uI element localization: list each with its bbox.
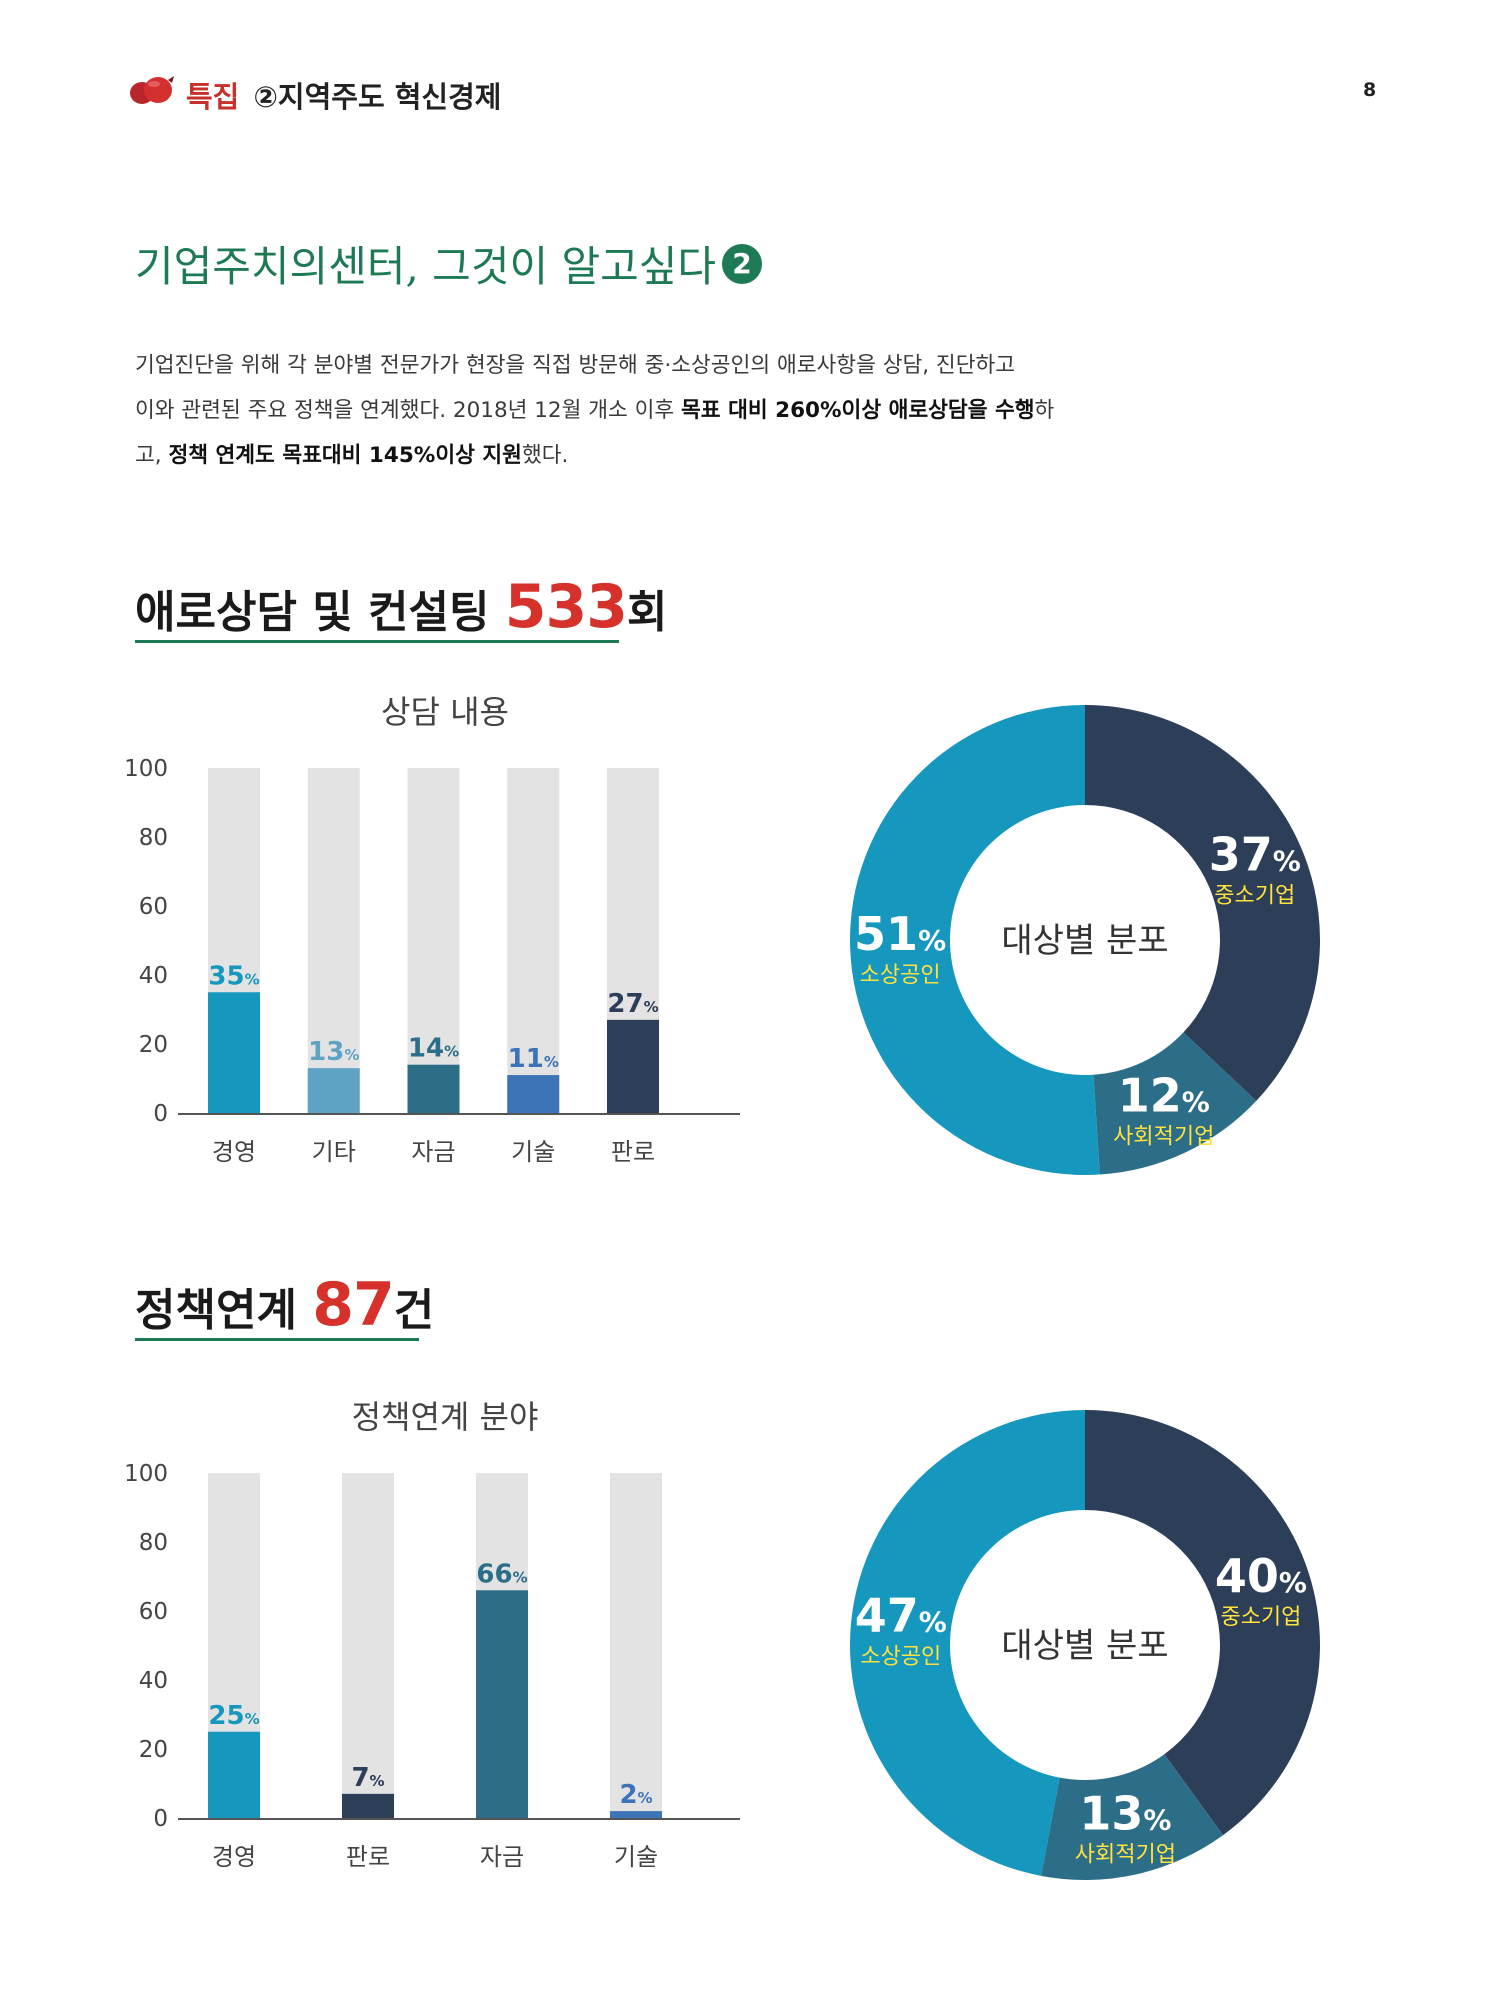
headline-suffix: 건 — [393, 1285, 435, 1336]
x-tick-label: 경영 — [212, 1138, 256, 1166]
bar — [476, 1590, 528, 1818]
bar-value-label: 27% — [607, 989, 658, 1019]
y-tick-label: 20 — [139, 1737, 168, 1763]
bar-track — [307, 768, 360, 1113]
intro-line-2: 이와 관련된 주요 정책을 연계했다. 2018년 12월 개소 이후 목표 대… — [135, 388, 1135, 433]
y-tick-label: 60 — [139, 894, 168, 920]
y-tick-label: 0 — [153, 1806, 168, 1832]
bar — [208, 1731, 260, 1818]
donut-slice-label: 소상공인 — [860, 1645, 941, 1670]
intro-paragraph: 기업진단을 위해 각 분야별 전문가가 현장을 직접 방문해 중·소상공인의 애… — [135, 343, 1135, 478]
headline-prefix: 정책연계 — [135, 1285, 313, 1336]
bar — [208, 992, 260, 1113]
bar — [307, 1068, 360, 1113]
bar-value-label: 66% — [476, 1559, 527, 1589]
headline-number: 533 — [504, 572, 628, 642]
donut-slice — [850, 1410, 1085, 1876]
headline-underline — [135, 1338, 419, 1341]
bar-value-label: 14% — [408, 1034, 459, 1064]
bar-value-label: 13% — [308, 1037, 359, 1067]
intro-emphasis: 목표 대비 260%이상 애로상담을 수행 — [681, 398, 1035, 423]
y-tick-label: 60 — [139, 1599, 168, 1625]
consulting-bar-chart: 상담 내용 0 20 40 60 80 100 35% 경영 13% 기타 14% 자금 11% 기술 27%… — [124, 693, 740, 1166]
bar-track — [407, 768, 460, 1113]
y-tick-label: 80 — [139, 1530, 168, 1556]
intro-line-1: 기업진단을 위해 각 분야별 전문가가 현장을 직접 방문해 중·소상공인의 애… — [135, 353, 1016, 378]
intro-line-3: 고, 정책 연계도 목표대비 145%이상 지원했다. — [135, 433, 1135, 478]
header-subtitle: ②지역주도 혁신경제 — [253, 80, 502, 114]
bar — [610, 1811, 662, 1818]
section-number-badge: 2 — [722, 243, 763, 284]
policy-bar-chart: 정책연계 분야 0 20 40 60 80 100 25% 경영 7% 판로 66% 자금 2% 기술 — [124, 1398, 740, 1871]
headline-number: 87 — [312, 1270, 394, 1340]
donut-slice-value: 40% — [1215, 1549, 1307, 1603]
header-title: 특집 ②지역주도 혁신경제 — [186, 74, 501, 116]
intro-emphasis: 정책 연계도 목표대비 145%이상 지원 — [168, 443, 522, 468]
policy-target-donut-chart: 40%중소기업 13%사회적기업 47%소상공인 대상별 분포 — [850, 1410, 1320, 1880]
section-title: 기업주치의센터, 그것이 알고싶다 2 — [135, 233, 763, 294]
bar-value-label: 7% — [351, 1763, 384, 1793]
headline-prefix: 애로상담 및 컨설팅 — [135, 587, 505, 638]
intro-text: 했다. — [521, 443, 569, 468]
x-tick-label: 자금 — [480, 1843, 524, 1871]
page-number: 8 — [1363, 79, 1377, 101]
x-tick-label: 자금 — [411, 1138, 455, 1166]
intro-text: 이와 관련된 주요 정책을 연계했다. 2018년 12월 개소 이후 — [135, 398, 682, 423]
y-tick-label: 40 — [139, 963, 168, 989]
headline-suffix: 회 — [627, 587, 668, 638]
bar-value-label: 25% — [208, 1701, 259, 1731]
donut-slice — [1085, 705, 1320, 1101]
bar-track — [342, 1473, 394, 1818]
donut-center-label: 대상별 분포 — [1001, 1626, 1168, 1666]
x-tick-label: 기술 — [511, 1138, 555, 1166]
bar-value-label: 35% — [208, 961, 259, 991]
y-tick-label: 100 — [124, 1461, 168, 1487]
consulting-target-donut-chart: 37%중소기업 12%사회적기업 51%소상공인 대상별 분포 — [849, 705, 1320, 1175]
bar-value-label: 2% — [619, 1780, 652, 1810]
x-tick-label: 기타 — [312, 1138, 356, 1166]
donut-slice-label: 사회적기업 — [1113, 1124, 1214, 1149]
y-tick-label: 0 — [153, 1101, 168, 1127]
donut-slice-label: 중소기업 — [1214, 884, 1295, 909]
y-tick-label: 40 — [139, 1668, 168, 1694]
bar — [342, 1793, 394, 1818]
donut-slice-value: 37% — [1209, 828, 1301, 882]
bar-value-label: 11% — [508, 1044, 559, 1074]
policy-headline: 정책연계 87건 — [135, 1270, 434, 1340]
bar-track — [610, 1473, 662, 1818]
header-label: 특집 — [186, 80, 240, 114]
donut-slice-value: 12% — [1118, 1068, 1210, 1122]
x-tick-label: 기술 — [614, 1843, 658, 1871]
donut-slice — [1040, 1754, 1224, 1880]
x-tick-label: 판로 — [611, 1138, 655, 1166]
consulting-headline: 애로상담 및 컨설팅 533회 — [135, 572, 668, 642]
intro-text: 고, — [135, 443, 169, 468]
donut-slice — [849, 705, 1100, 1175]
donut-slice — [1085, 1410, 1320, 1836]
donut-slice-label: 중소기업 — [1220, 1605, 1301, 1630]
y-tick-label: 100 — [124, 756, 168, 782]
bar — [607, 1019, 659, 1113]
donut-slice-value: 51% — [854, 907, 946, 961]
bar — [407, 1064, 460, 1113]
x-tick-label: 판로 — [346, 1843, 390, 1871]
chart-title: 상담 내용 — [381, 693, 509, 731]
donut-slice-value: 13% — [1079, 1787, 1171, 1841]
pomegranate-logo-icon — [130, 76, 174, 104]
section-title-text: 기업주치의센터, 그것이 알고싶다 — [135, 242, 717, 291]
donut-slice-value: 47% — [855, 1589, 947, 1643]
x-tick-label: 경영 — [212, 1843, 256, 1871]
bar — [507, 1075, 560, 1113]
y-tick-label: 20 — [139, 1032, 168, 1058]
donut-slice-label: 소상공인 — [860, 963, 941, 988]
donut-slice — [1093, 1032, 1257, 1175]
headline-underline — [135, 640, 619, 643]
donut-slice-label: 사회적기업 — [1075, 1843, 1176, 1868]
bar-track — [507, 768, 560, 1113]
donut-center-label: 대상별 분포 — [1001, 921, 1168, 961]
chart-title: 정책연계 분야 — [352, 1398, 539, 1436]
intro-text: 하 — [1034, 398, 1055, 423]
y-tick-label: 80 — [139, 825, 168, 851]
